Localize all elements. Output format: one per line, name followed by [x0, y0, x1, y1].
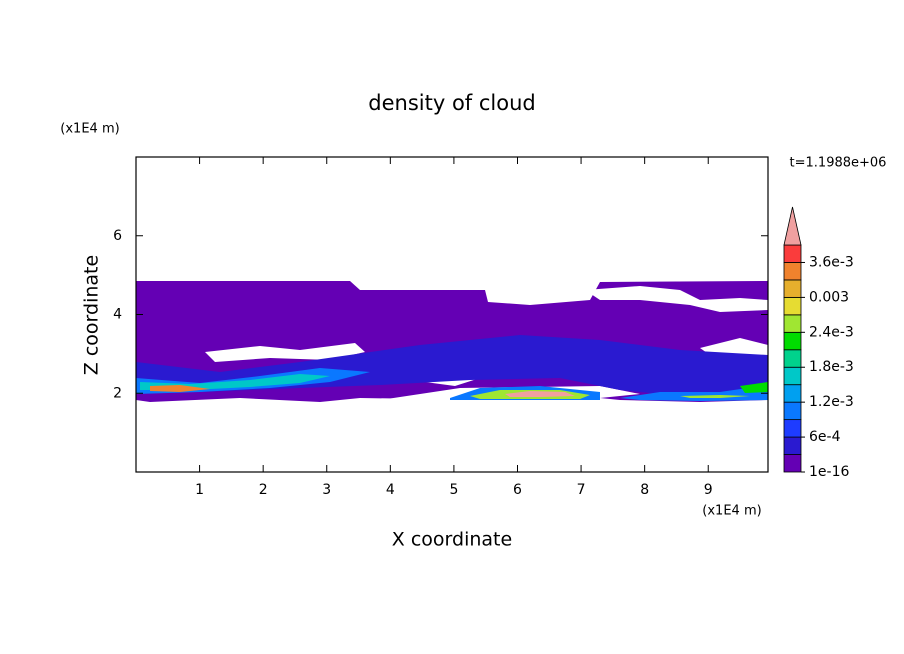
y-tick-label: 4: [113, 307, 122, 323]
contour-region: [680, 395, 750, 398]
colorbar-label: 1.8e-3: [809, 359, 854, 375]
contour-region: [150, 385, 210, 392]
y-tick-label: 6: [113, 228, 122, 244]
contour-field: [136, 281, 768, 402]
colorbar-label: 1e-16: [809, 464, 849, 480]
colorbar-label: 3.6e-3: [809, 254, 854, 270]
x-unit: (x1E4 m): [702, 504, 761, 519]
x-tick-label: 1: [195, 482, 204, 498]
colorbar-label: 1.2e-3: [809, 394, 854, 410]
time-label: t=1.1988e+06: [790, 156, 887, 171]
y-axis-label: Z coordinate: [81, 255, 103, 375]
colorbar-box: [783, 366, 802, 386]
contour-region: [740, 382, 768, 393]
colorbar-box: [783, 384, 802, 403]
colorbar-box: [783, 314, 802, 333]
colorbar-box: [783, 279, 802, 298]
y-tick-label: 2: [113, 385, 122, 401]
colorbar-box: [783, 349, 802, 368]
colorbar-box: [783, 331, 802, 351]
x-tick-label: 4: [386, 482, 395, 498]
colorbar-label: 2.4e-3: [809, 324, 854, 340]
x-tick-label: 8: [640, 482, 649, 498]
y-unit: (x1E4 m): [60, 122, 119, 137]
chart-title: density of cloud: [368, 91, 535, 115]
colorbar-box: [783, 401, 802, 421]
x-tick-label: 5: [449, 482, 458, 498]
contour-region: [505, 391, 575, 397]
x-tick-label: 3: [322, 482, 331, 498]
colorbar-label: 6e-4: [809, 429, 841, 445]
colorbar-box: [783, 244, 802, 263]
colorbar-box: [783, 296, 802, 316]
colorbar-extend: [783, 206, 802, 246]
colorbar-box: [783, 454, 802, 473]
colorbar-label: 0.003: [809, 289, 849, 305]
x-tick-label: 7: [577, 482, 586, 498]
x-axis-label: X coordinate: [392, 529, 512, 551]
x-tick-label: 2: [259, 482, 268, 498]
colorbar-box: [783, 436, 802, 455]
colorbar-box: [783, 262, 802, 281]
x-tick-label: 9: [704, 482, 713, 498]
contour-hole: [205, 343, 365, 362]
x-tick-label: 6: [513, 482, 522, 498]
contour-hole: [585, 286, 768, 312]
colorbar-box: [783, 419, 802, 438]
